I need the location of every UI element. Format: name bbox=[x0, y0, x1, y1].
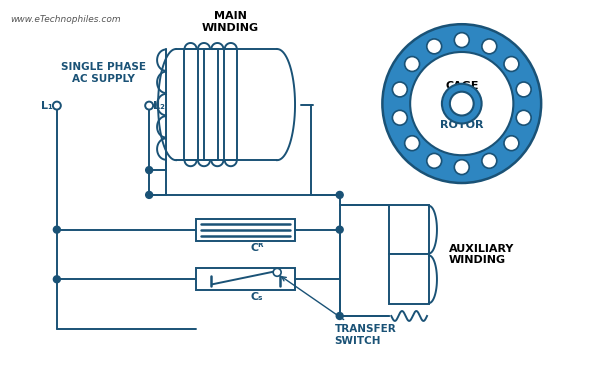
Circle shape bbox=[482, 153, 497, 168]
Circle shape bbox=[427, 39, 442, 54]
Text: CAGE: CAGE bbox=[445, 81, 479, 91]
Circle shape bbox=[336, 313, 343, 320]
Circle shape bbox=[404, 136, 419, 151]
Circle shape bbox=[53, 226, 61, 233]
Text: www.eTechnophiles.com: www.eTechnophiles.com bbox=[10, 15, 121, 24]
Circle shape bbox=[504, 57, 519, 71]
Bar bbox=[196, 268, 295, 290]
Circle shape bbox=[454, 33, 469, 48]
Text: AUXILIARY
WINDING: AUXILIARY WINDING bbox=[449, 244, 514, 265]
Circle shape bbox=[516, 82, 531, 97]
Bar bbox=[204, 49, 218, 160]
Text: MAIN
WINDING: MAIN WINDING bbox=[202, 11, 259, 33]
Circle shape bbox=[404, 57, 419, 71]
Circle shape bbox=[146, 167, 152, 173]
Circle shape bbox=[504, 136, 519, 151]
Circle shape bbox=[442, 84, 482, 123]
Text: L₁: L₁ bbox=[41, 101, 53, 111]
Text: Cₛ: Cₛ bbox=[250, 292, 263, 302]
Bar bbox=[184, 49, 198, 160]
Text: TRANSFER
SWITCH: TRANSFER SWITCH bbox=[282, 277, 397, 346]
Text: L₂: L₂ bbox=[153, 101, 165, 111]
Bar bbox=[389, 205, 429, 254]
Circle shape bbox=[146, 191, 152, 198]
Circle shape bbox=[392, 82, 407, 97]
Circle shape bbox=[392, 110, 407, 125]
Circle shape bbox=[454, 160, 469, 175]
Circle shape bbox=[336, 191, 343, 198]
Text: ROTOR: ROTOR bbox=[440, 120, 484, 130]
Bar bbox=[196, 219, 295, 240]
Circle shape bbox=[482, 39, 497, 54]
Circle shape bbox=[427, 153, 442, 168]
Bar bbox=[224, 49, 238, 160]
Circle shape bbox=[145, 102, 153, 109]
Circle shape bbox=[410, 52, 514, 155]
Bar bbox=[389, 254, 429, 304]
Circle shape bbox=[53, 276, 61, 283]
Text: Cᴿ: Cᴿ bbox=[250, 243, 264, 253]
Circle shape bbox=[382, 24, 541, 183]
Text: SINGLE PHASE
AC SUPPLY: SINGLE PHASE AC SUPPLY bbox=[61, 62, 146, 84]
Circle shape bbox=[516, 110, 531, 125]
Circle shape bbox=[273, 268, 281, 276]
Circle shape bbox=[336, 226, 343, 233]
Circle shape bbox=[53, 102, 61, 109]
Circle shape bbox=[450, 92, 473, 116]
